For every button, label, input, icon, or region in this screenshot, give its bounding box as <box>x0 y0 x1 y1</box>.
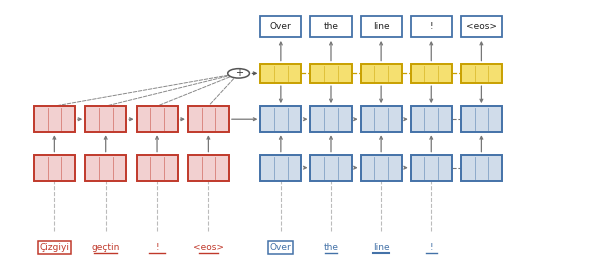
Bar <box>310 155 352 181</box>
Bar <box>188 155 229 181</box>
Bar <box>310 16 352 37</box>
Text: the: the <box>324 243 338 252</box>
Circle shape <box>228 69 249 78</box>
Bar <box>260 16 301 37</box>
Text: +: + <box>234 68 243 78</box>
Text: line: line <box>373 243 390 252</box>
Bar <box>411 155 452 181</box>
Text: line: line <box>373 22 390 31</box>
Bar <box>361 155 402 181</box>
Text: Çizgiyi: Çizgiyi <box>39 243 69 252</box>
Bar <box>461 106 502 132</box>
Bar <box>310 64 352 83</box>
Bar <box>137 155 178 181</box>
Text: <eos>: <eos> <box>193 243 224 252</box>
Bar <box>411 16 452 37</box>
Bar <box>361 64 402 83</box>
Bar <box>461 16 502 37</box>
Bar <box>310 106 352 132</box>
Text: !: ! <box>429 22 433 31</box>
Text: the: the <box>324 22 338 31</box>
Bar <box>85 155 126 181</box>
Bar <box>411 106 452 132</box>
Bar <box>85 106 126 132</box>
Bar <box>411 64 452 83</box>
Bar <box>260 106 301 132</box>
Bar <box>461 155 502 181</box>
Bar <box>260 155 301 181</box>
Bar <box>34 155 75 181</box>
Bar <box>137 106 178 132</box>
Text: geçtin: geçtin <box>92 243 120 252</box>
Bar <box>361 106 402 132</box>
Text: !: ! <box>429 243 433 252</box>
Bar <box>188 106 229 132</box>
Text: <eos>: <eos> <box>466 22 497 31</box>
Text: !: ! <box>155 243 159 252</box>
Bar <box>361 16 402 37</box>
Text: Over: Over <box>270 243 292 252</box>
Bar <box>260 64 301 83</box>
Bar <box>461 64 502 83</box>
Bar <box>34 106 75 132</box>
Text: Over: Over <box>270 22 292 31</box>
